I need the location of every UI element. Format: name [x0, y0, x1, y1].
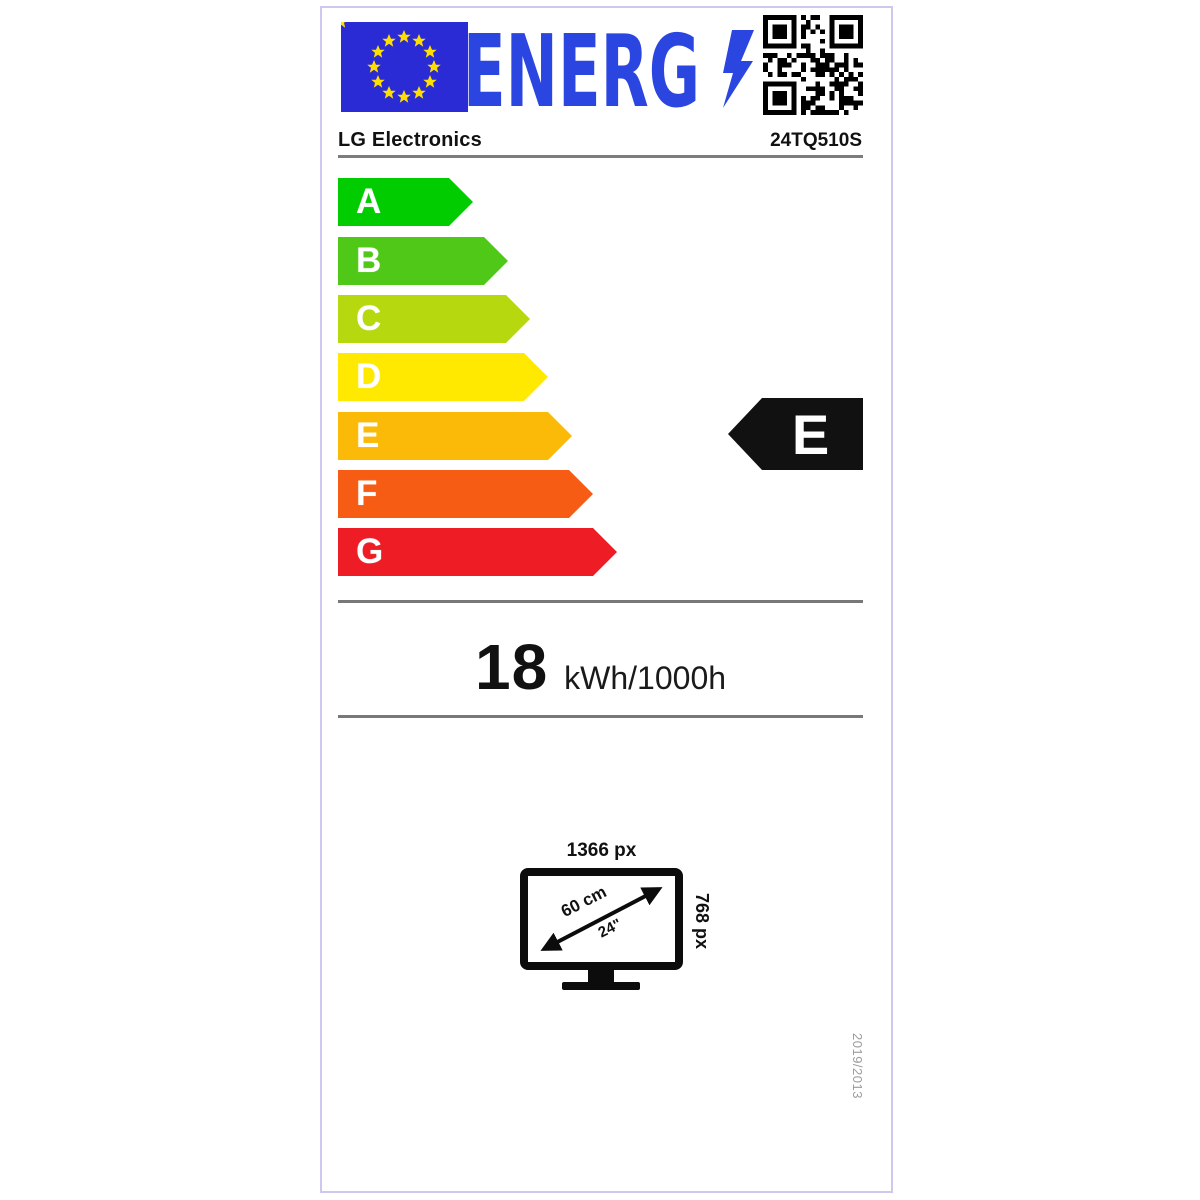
scale-arrow-f: F	[338, 470, 593, 518]
header-divider	[338, 155, 863, 158]
scale-arrow-d: D	[338, 353, 548, 401]
scale-arrow-a: A	[338, 178, 473, 226]
scale-letter-b: B	[356, 241, 382, 280]
monitor-stand-base	[562, 982, 640, 990]
rating-class-arrow: E	[728, 398, 863, 470]
model-identifier: 24TQ510S	[770, 130, 862, 151]
scale-letter-d: D	[356, 357, 382, 396]
scale-arrow-b: B	[338, 237, 508, 285]
energy-consumption-value: 18	[474, 631, 549, 703]
scale-letter-a: A	[356, 182, 382, 221]
scale-letter-g: G	[356, 532, 384, 571]
lightning-bolt-icon	[723, 30, 754, 108]
scale-letter-c: C	[356, 299, 382, 338]
energ-text: ENERG	[463, 20, 700, 122]
energ-wordmark: ENERG	[463, 20, 754, 122]
qr-code	[763, 15, 863, 115]
energy-consumption: 18 kWh/1000h	[338, 630, 863, 704]
rating-class-letter: E	[791, 402, 830, 466]
diagonal-arrow-icon	[540, 887, 663, 951]
scale-letter-e: E	[356, 416, 380, 455]
eu-flag-icon	[341, 22, 468, 112]
scale-arrow-e: E	[338, 412, 572, 460]
divider-top	[338, 600, 863, 603]
divider-bottom	[338, 715, 863, 718]
monitor-icon: 60 cm 24"	[520, 868, 683, 970]
energy-label-card: ENERG LG Electronics 24TQ510S A B C D E …	[320, 6, 893, 1193]
energy-consumption-unit: kWh/1000h	[564, 660, 727, 696]
monitor-stand-neck	[588, 970, 614, 983]
scale-arrow-g: G	[338, 528, 617, 576]
supplier-name: LG Electronics	[338, 129, 482, 151]
scale-arrow-c: C	[338, 295, 530, 343]
regulation-number: 2019/2013	[850, 1033, 865, 1099]
eu-flag-stars	[341, 22, 441, 103]
scale-letter-f: F	[356, 474, 378, 513]
horizontal-resolution-label: 1366 px	[566, 840, 637, 861]
vertical-resolution-label: 768 px	[692, 892, 712, 950]
